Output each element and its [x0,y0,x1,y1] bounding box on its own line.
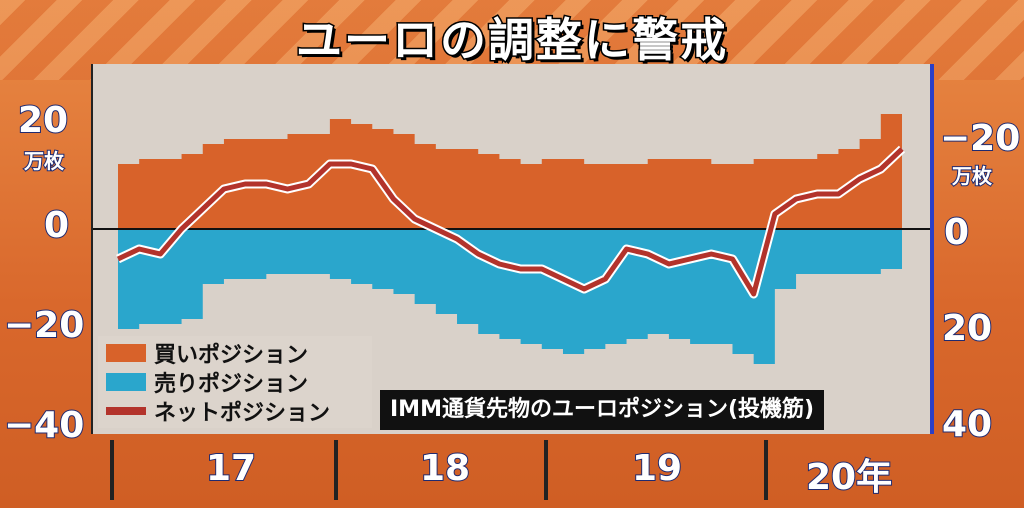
legend-item-buy: 買いポジション [106,340,309,368]
legend-swatch-net [106,407,146,415]
x-tick-label: 20年 [805,456,893,499]
legend-label-sell: 売りポジション [154,372,309,397]
left-tick-label: 20 [17,99,69,142]
right-tick-label: 0 [943,211,970,254]
right-tick-label: −20 [939,117,1021,160]
left-axis-unit: 万枚 [23,148,65,174]
net-line [116,147,904,297]
buy-area [118,114,902,229]
sell-area [118,229,902,364]
left-tick-label: 0 [43,204,70,247]
x-tick-label: 19 [631,447,683,490]
left-tick-label: −40 [3,404,85,447]
legend-label-net: ネットポジション [154,401,331,426]
x-tick-label: 18 [419,447,471,490]
legend-swatch-sell [106,373,146,391]
left-tick-label: −20 [3,304,85,347]
right-tick-label: 20 [941,307,993,350]
legend: 買いポジション 売りポジション ネットポジション [98,336,372,428]
right-axis-unit: 万枚 [951,163,993,189]
chart-title: ユーロの調整に警戒 [295,12,728,69]
legend-item-net: ネットポジション [106,398,331,426]
legend-label-buy: 買いポジション [154,343,309,368]
legend-swatch-buy [106,344,146,362]
legend-item-sell: 売りポジション [106,369,309,397]
x-tick-label: 17 [205,447,257,490]
right-tick-label: 40 [941,403,993,446]
source-label: IMM通貨先物のユーロポジション(投機筋) [380,390,825,430]
